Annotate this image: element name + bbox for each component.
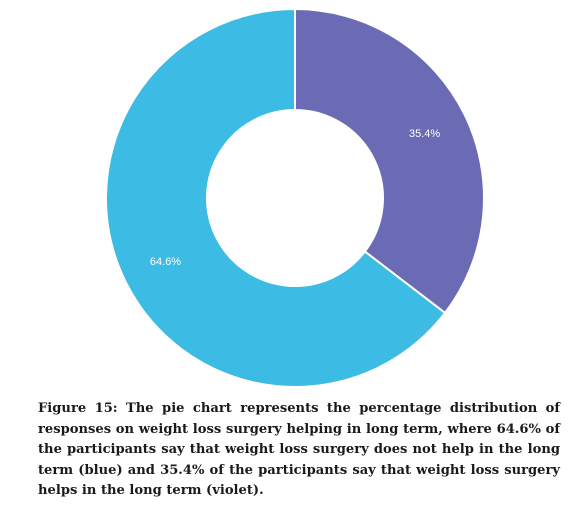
donut-chart-svg: 35.4% 64.6% — [105, 7, 485, 388]
donut-chart: 35.4% 64.6% — [105, 7, 485, 388]
figure-caption: Figure 15: The pie chart represents the … — [38, 401, 560, 498]
slice-label-violet: 35.4% — [409, 128, 440, 140]
donut-slice-blue — [105, 7, 447, 388]
donut-slice-violet — [294, 7, 485, 315]
slice-label-blue: 64.6% — [150, 256, 181, 268]
